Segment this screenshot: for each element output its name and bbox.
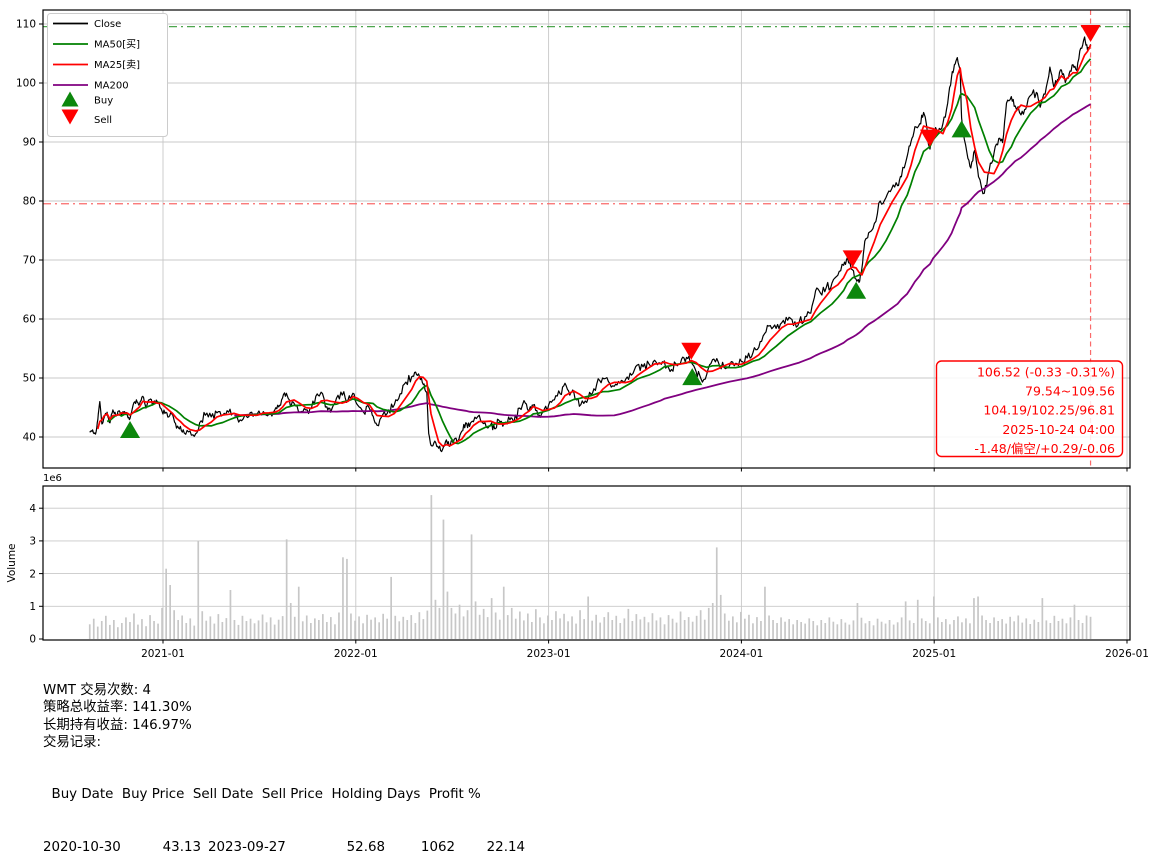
trade-table-header: Buy Date Buy Price Sell Date Sell Price … — [43, 787, 481, 803]
trade-cell: 2023-09-27 — [208, 839, 286, 855]
summary-strategy-return: 策略总收益率: 141.30% — [43, 700, 192, 716]
price-annotation-line: 104.19/102.25/96.81 — [983, 403, 1115, 418]
legend-label: MA200 — [94, 81, 129, 92]
strategy-summary: WMT 交易次数: 4 策略总收益率: 141.30% 长期持有收益: 146.… — [43, 682, 525, 855]
price-plot-frame — [42, 9, 1131, 469]
trade-table: Buy Date Buy Price Sell Date Sell Price … — [43, 752, 525, 855]
legend-label: Sell — [94, 115, 112, 126]
summary-hold-return: 长期持有收益: 146.97% — [43, 717, 192, 733]
volume-scale-offset: 1e6 — [43, 473, 62, 484]
trade-row: 2020-10-30 43.13 2023-09-27 52.68 1062 22.14 — [43, 839, 525, 855]
price-annotation-line: 79.54~109.56 — [1025, 384, 1115, 399]
volume-plot-frame — [42, 485, 1131, 641]
y-axis-tick-label: 70 — [23, 255, 36, 267]
volume-tick-label: 3 — [29, 536, 36, 548]
legend-label: MA25[卖] — [94, 59, 140, 71]
price-annotation: 106.52 (-0.33 -0.31%) 79.54~109.56 104.19/… — [935, 360, 1124, 458]
price-annotation-line: -1.48/偏空/+0.29/-0.06 — [974, 441, 1115, 456]
y-axis-tick-label: 40 — [23, 432, 36, 444]
price-annotation-line: 106.52 (-0.33 -0.31%) — [977, 365, 1115, 380]
y-axis-tick-label: 80 — [23, 196, 36, 208]
legend-label: Buy — [94, 96, 113, 107]
y-axis-tick-label: 60 — [23, 314, 36, 326]
x-axis-tick-label: 2022-01 — [334, 648, 378, 660]
axis-ticks — [39, 23, 1128, 644]
close-line — [89, 36, 1092, 453]
volume-tick-label: 0 — [29, 634, 36, 646]
ma25-line — [96, 44, 1092, 447]
y-axis-tick-label: 50 — [23, 373, 36, 385]
y-axis-tick-label: 110 — [16, 19, 36, 31]
volume-axis-title: Volume — [6, 543, 18, 582]
sell-marker — [1080, 25, 1101, 43]
trade-table-rows: 2020-10-30 43.13 2023-09-27 52.68 1062 22.142… — [43, 839, 525, 855]
y-axis-tick-label: 90 — [23, 137, 36, 149]
buy-marker — [682, 368, 703, 386]
legend-buy-triangle — [61, 91, 79, 107]
trade-cell: 52.68 — [346, 839, 385, 855]
buy-marker — [120, 421, 141, 439]
legend-label: MA50[买] — [94, 39, 140, 51]
x-axis-tick-label: 2024-01 — [719, 648, 763, 660]
price-annotation-box — [935, 360, 1124, 458]
buy-marker — [846, 281, 867, 299]
trade-markers — [120, 25, 1101, 439]
legend-label: Close — [94, 19, 121, 30]
x-axis-tick-label: 2025-01 — [912, 648, 956, 660]
sell-marker — [919, 129, 940, 147]
y-axis-tick-label: 100 — [16, 78, 36, 90]
price-volume-chart: 40 50 60 70 80 90 100 110 0 1 2 3 4 2021-01 2022-01 202… — [6, 9, 1149, 660]
trade-cell: 43.13 — [162, 839, 201, 855]
legend-sell-triangle — [61, 109, 79, 125]
sell-marker — [681, 342, 702, 360]
trade-cell: 2020-10-30 — [43, 839, 121, 855]
summary-trade-count: WMT 交易次数: 4 — [43, 683, 152, 698]
volume-tick-label: 4 — [29, 503, 36, 515]
trade-cell: 1062 — [420, 839, 455, 855]
summary-records-label: 交易记录: — [43, 735, 102, 751]
legend: Close MA50[买] MA25[卖] MA200 Buy Sell — [47, 13, 168, 137]
x-axis-tick-label: 2023-01 — [527, 648, 571, 660]
x-axis-tick-label: 2026-01 — [1105, 648, 1149, 660]
volume-bars — [88, 495, 1092, 640]
price-annotation-line: 2025-10-24 04:00 — [1002, 422, 1115, 437]
buy-marker — [951, 120, 972, 138]
trade-cell: 22.14 — [486, 839, 525, 855]
x-axis-tick-label: 2021-01 — [141, 648, 185, 660]
sell-marker — [842, 250, 863, 268]
volume-tick-label: 1 — [29, 601, 36, 613]
volume-tick-label: 2 — [29, 568, 36, 580]
